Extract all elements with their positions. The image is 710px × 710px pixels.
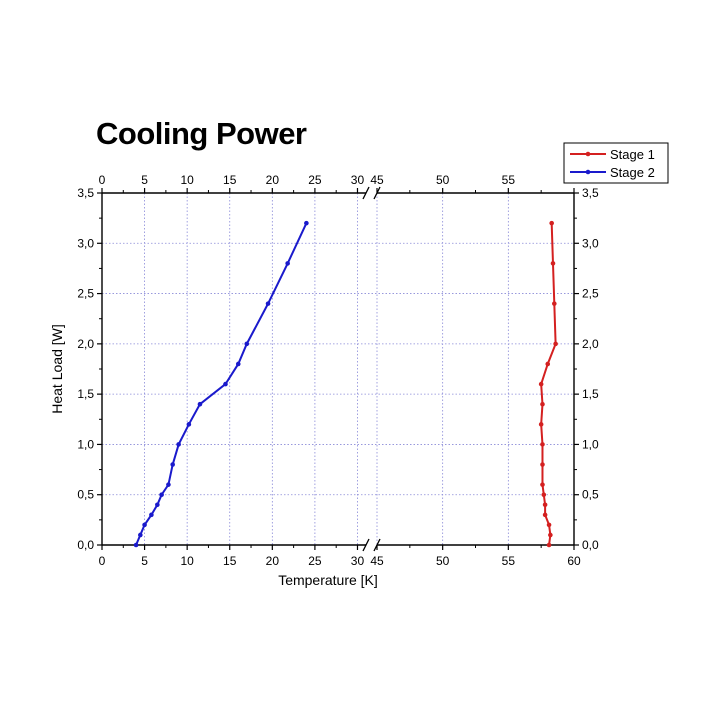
y-tick-label-left: 2,0 — [77, 337, 94, 351]
data-point-stage-2 — [186, 422, 192, 427]
data-point-stage-2 — [138, 532, 143, 538]
y-axis-label: Heat Load [W] — [49, 324, 65, 414]
data-point-stage-2 — [285, 261, 290, 266]
x-tick-label-top: 55 — [502, 173, 516, 187]
x-tick-label-top: 45 — [370, 173, 384, 187]
y-tick-label-right: 3,0 — [582, 236, 599, 250]
data-point-stage-1 — [548, 532, 553, 538]
y-tick-label-left: 0,5 — [77, 488, 94, 502]
chart-title: Cooling Power — [96, 116, 307, 151]
data-point-stage-2 — [223, 381, 228, 387]
axis-break-mark-top — [362, 186, 370, 200]
x-tick-label-top: 0 — [99, 173, 106, 187]
y-tick-label-right: 1,0 — [582, 437, 599, 451]
series — [133, 220, 558, 548]
data-point-stage-1 — [540, 401, 545, 407]
data-point-stage-2 — [142, 522, 147, 528]
x-tick-label-top: 25 — [308, 173, 322, 187]
x-tick-label-bottom: 10 — [180, 554, 194, 568]
x-axis-label: Temperature [K] — [278, 572, 378, 588]
grid-lines — [102, 193, 574, 545]
data-point-stage-1 — [553, 341, 558, 347]
x-tick-label-bottom: 45 — [370, 554, 384, 568]
legend-box — [563, 142, 669, 184]
data-point-stage-1 — [538, 422, 544, 427]
data-point-stage-2 — [235, 361, 241, 367]
y-tick-label-right: 0,0 — [582, 538, 599, 552]
x-tick-label-bottom: 20 — [266, 554, 280, 568]
x-tick-label-top: 30 — [351, 173, 365, 187]
y-tick-label-right: 0,5 — [582, 488, 599, 502]
legend-label-stage-2: Stage 2 — [610, 165, 655, 180]
data-point-stage-1 — [546, 522, 552, 528]
y-tick-label-right: 2,0 — [582, 337, 599, 351]
data-point-stage-2 — [149, 512, 154, 518]
ticks: 005510101515202025253030454550505555600,… — [77, 173, 599, 568]
y-tick-label-left: 1,5 — [77, 387, 94, 401]
data-point-stage-1 — [542, 502, 548, 508]
y-tick-label-left: 0,0 — [77, 538, 94, 552]
data-point-stage-1 — [552, 301, 557, 306]
data-point-stage-2 — [304, 220, 309, 226]
x-tick-label-top: 5 — [141, 173, 148, 187]
data-point-stage-2 — [170, 462, 175, 467]
y-tick-label-left: 3,0 — [77, 236, 94, 250]
data-point-stage-1 — [549, 220, 554, 226]
axes — [101, 186, 575, 552]
x-tick-label-bottom: 50 — [436, 554, 450, 568]
data-point-stage-1 — [540, 482, 545, 487]
data-point-stage-2 — [166, 482, 171, 487]
x-tick-label-bottom: 5 — [141, 554, 148, 568]
legend-marker-stage-1 — [585, 151, 591, 157]
data-point-stage-2 — [244, 341, 250, 347]
x-tick-label-bottom: 15 — [223, 554, 237, 568]
data-point-stage-2 — [176, 442, 181, 447]
x-tick-label-bottom: 55 — [502, 554, 516, 568]
legend: Stage 1 Stage 2 — [563, 142, 669, 184]
data-point-stage-2 — [197, 401, 203, 407]
x-tick-label-bottom: 60 — [567, 554, 581, 568]
axis-break-mark-bottom — [362, 538, 370, 552]
y-tick-label-right: 1,5 — [582, 387, 599, 401]
x-tick-label-top: 20 — [266, 173, 280, 187]
data-point-stage-2 — [265, 301, 271, 306]
data-point-stage-1 — [541, 492, 547, 498]
legend-label-stage-1: Stage 1 — [610, 147, 655, 162]
x-tick-label-top: 10 — [180, 173, 194, 187]
data-point-stage-1 — [550, 261, 556, 266]
y-tick-label-left: 3,5 — [77, 186, 94, 200]
data-point-stage-1 — [540, 462, 545, 467]
y-tick-label-right: 3,5 — [582, 186, 599, 200]
data-point-stage-1 — [542, 512, 548, 518]
x-tick-label-top: 50 — [436, 173, 450, 187]
data-point-stage-2 — [155, 502, 160, 508]
y-tick-label-left: 2,5 — [77, 287, 94, 301]
data-point-stage-1 — [538, 381, 544, 387]
data-point-stage-1 — [546, 542, 552, 548]
y-tick-label-left: 1,0 — [77, 437, 94, 451]
data-point-stage-2 — [133, 542, 139, 548]
data-point-stage-2 — [159, 492, 164, 498]
legend-marker-stage-2 — [585, 169, 591, 175]
x-tick-label-bottom: 25 — [308, 554, 322, 568]
x-tick-label-bottom: 0 — [99, 554, 106, 568]
data-point-stage-1 — [540, 442, 545, 447]
x-tick-label-bottom: 30 — [351, 554, 365, 568]
x-tick-label-top: 15 — [223, 173, 237, 187]
data-point-stage-1 — [545, 361, 551, 367]
y-tick-label-right: 2,5 — [582, 287, 599, 301]
